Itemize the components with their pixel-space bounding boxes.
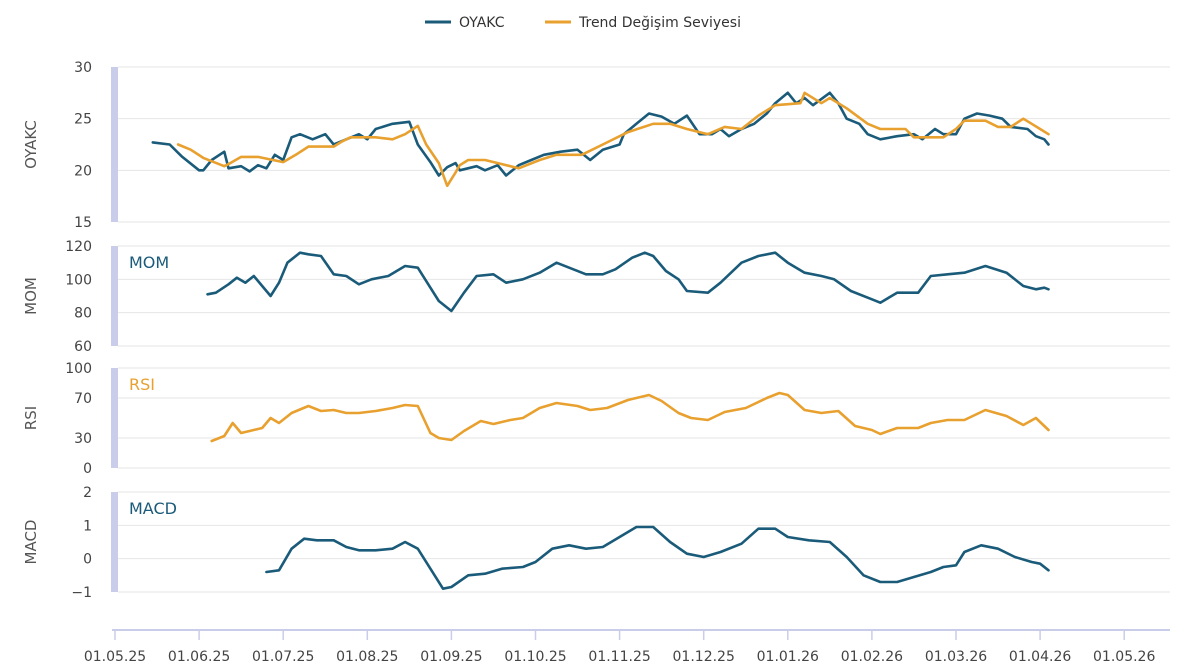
x-tick-label: 01.11.25 — [588, 649, 650, 665]
x-axis: 01.05.25 01.06.25 01.07.25 01.08.25 01.09.25… — [84, 629, 1170, 665]
y-tick-label: 120 — [65, 239, 92, 255]
y-tick-label: 100 — [65, 361, 92, 377]
panel-mom: 60 80 100 120 MOM MOM — [22, 239, 1170, 355]
y-tick-label: 15 — [74, 215, 92, 231]
series-line-price[interactable] — [176, 91, 1050, 188]
x-tick-label: 01.04.26 — [1009, 649, 1071, 665]
x-tick-label: 01.10.25 — [504, 649, 566, 665]
y-tick-label: 80 — [74, 306, 92, 322]
y-axis-title: MOM — [22, 277, 40, 315]
chart-legend[interactable]: OYAKC Trend Değişim Seviyesi — [425, 15, 741, 31]
y-tick-label: 30 — [74, 60, 92, 76]
y-tick-label: 1 — [83, 518, 92, 534]
x-tick-label: 01.07.25 — [252, 649, 314, 665]
panel-rsi: 0 30 70 100 RSI RSI — [22, 361, 1170, 477]
y-tick-label: −1 — [71, 585, 92, 601]
x-tick-label: 01.08.25 — [336, 649, 398, 665]
x-tick-label: 01.03.26 — [925, 649, 987, 665]
panel-label: MOM — [129, 253, 169, 272]
x-tick-label: 01.02.26 — [841, 649, 903, 665]
y-tick-label: 20 — [74, 163, 92, 179]
y-tick-label: 100 — [65, 272, 92, 288]
y-axis-title: RSI — [22, 406, 40, 430]
y-tick-label: 60 — [74, 339, 92, 355]
y-axis-band — [111, 246, 118, 346]
y-axis-band — [111, 368, 118, 468]
x-tick-label: 01.09.25 — [420, 649, 482, 665]
x-tick-label: 01.05.25 — [84, 649, 146, 665]
x-tick-label: 01.06.25 — [168, 649, 230, 665]
chart-panels: 15202530OYAKC6080100120MOMMOM03070100RSI… — [22, 60, 1170, 601]
x-tick-label: 01.12.25 — [673, 649, 735, 665]
legend-label[interactable]: Trend Değişim Seviyesi — [578, 15, 741, 31]
panel-price: 15 20 25 30 OYAKC — [22, 60, 1170, 231]
panel-macd: −1 0 1 2 MACD MACD — [22, 485, 1170, 601]
x-tick-label: 01.05.26 — [1093, 649, 1155, 665]
series-line-rsi[interactable] — [210, 391, 1050, 443]
series-line-mom[interactable] — [206, 251, 1050, 313]
y-axis-band — [111, 67, 118, 222]
series-line-macd[interactable] — [265, 525, 1050, 590]
y-tick-label: 2 — [83, 485, 92, 501]
y-tick-label: 25 — [74, 112, 92, 128]
panel-label: RSI — [129, 375, 155, 394]
y-tick-label: 0 — [83, 461, 92, 477]
y-axis-title: MACD — [22, 520, 40, 565]
panel-label: MACD — [129, 499, 177, 518]
y-axis-band — [111, 492, 118, 592]
series-line-price[interactable] — [151, 91, 1050, 177]
legend-label[interactable]: OYAKC — [459, 15, 505, 31]
x-tick-label: 01.01.26 — [757, 649, 819, 665]
y-tick-label: 0 — [83, 552, 92, 568]
y-axis-title: OYAKC — [22, 120, 40, 169]
y-tick-label: 70 — [74, 391, 92, 407]
y-tick-label: 30 — [74, 431, 92, 447]
